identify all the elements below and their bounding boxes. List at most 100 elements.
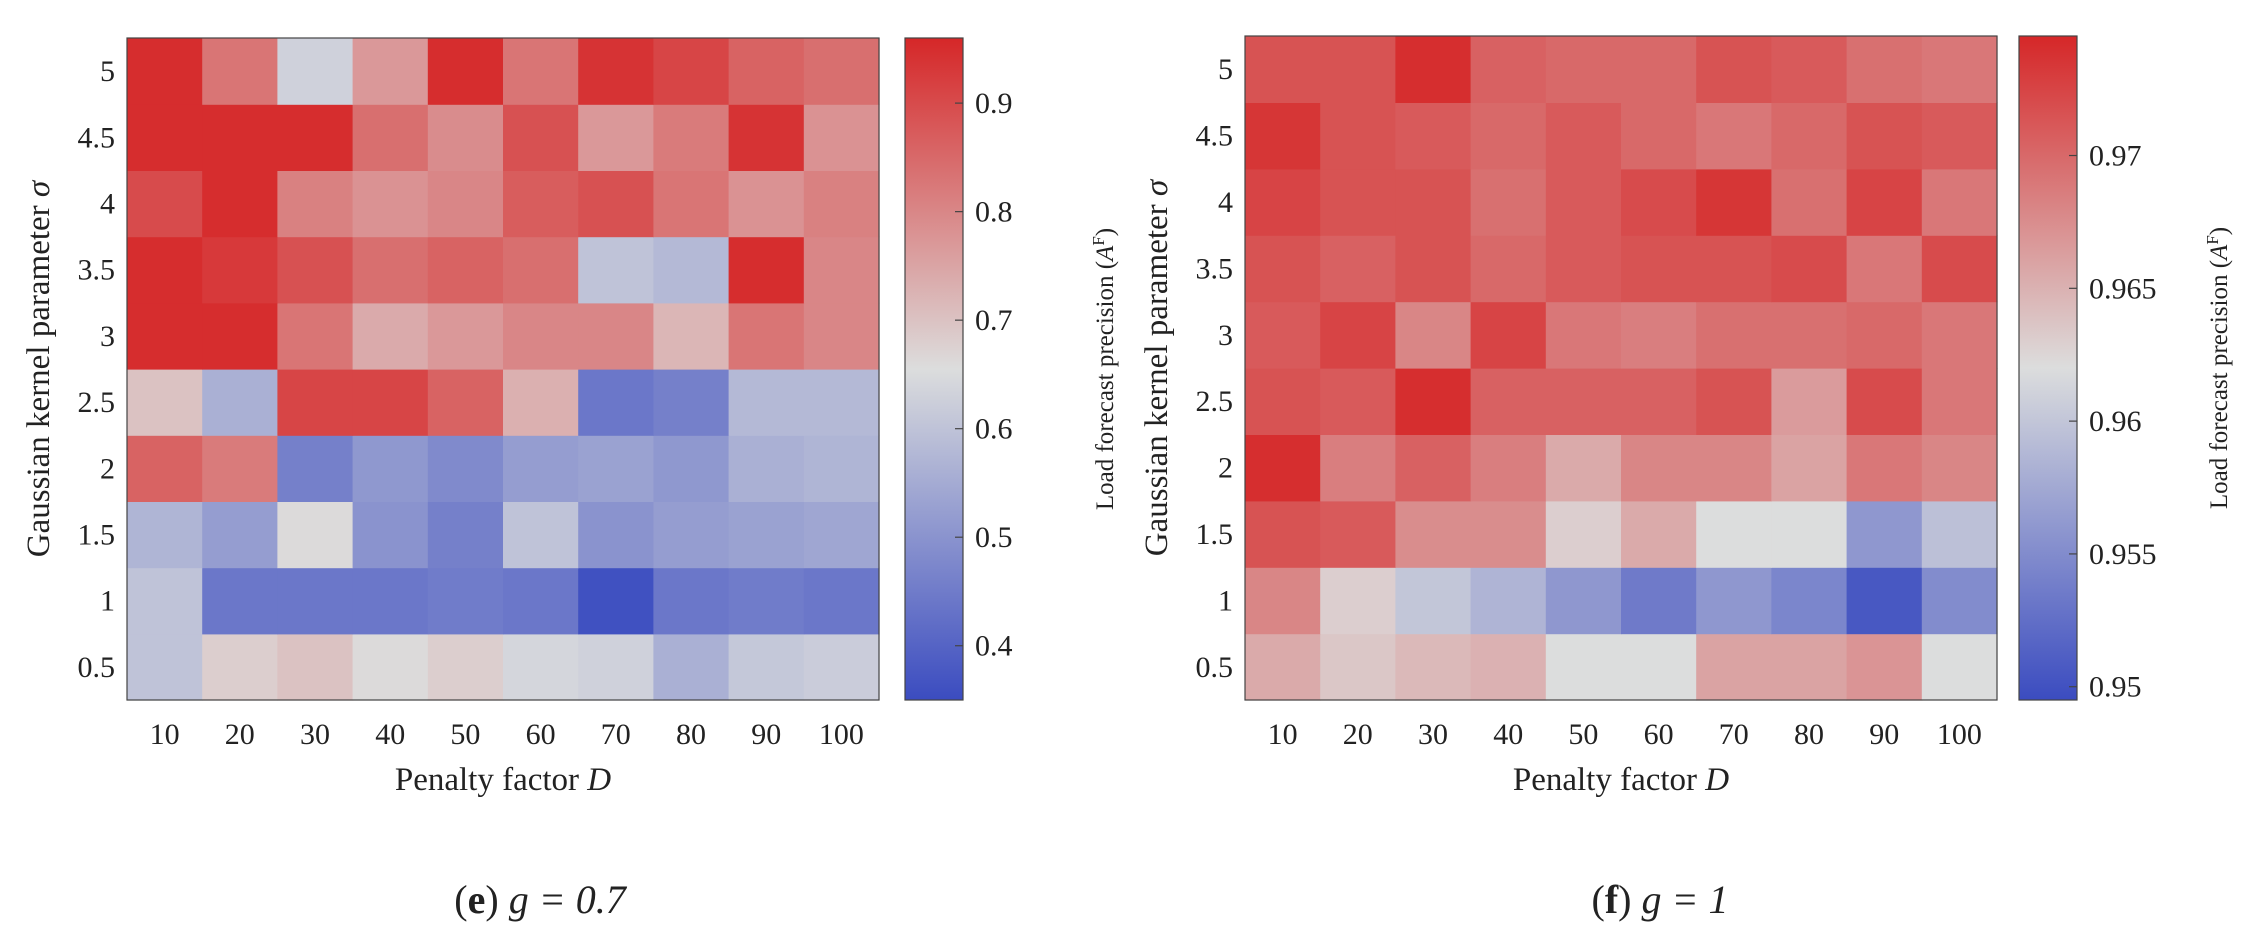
x-tick-label: 90 [751,718,781,751]
heatmap-cell [427,302,504,370]
heatmap-cell [1245,102,1321,170]
heatmap-cell [1470,633,1547,701]
heatmap-cell [1696,368,1772,435]
heatmap-cell [653,435,730,502]
heatmap-cell [1545,235,1622,303]
heatmap-cell [1395,368,1472,435]
colorbar-tick-label: 0.96 [2089,405,2142,438]
heatmap-cell [1846,434,1923,502]
heatmap-cell [728,236,805,304]
heatmap-cell [728,567,805,635]
heatmap-cell [1696,500,1772,568]
heatmap-cell [277,236,354,304]
x-tick-label: 80 [1794,718,1824,751]
heatmap-cell [202,38,278,105]
y-tick-label: 0.5 [1196,651,1234,684]
heatmap-panel-f: 10 20 30 40 50 60 70 80 90 100 0.5 1 1.5 2 2.5 3 3.5 4 4.5… [1139,35,2233,922]
heatmap-cell [1245,434,1321,502]
heatmap-cell [803,302,880,370]
heatmap-cell [277,302,354,370]
heatmap-cell [728,170,805,238]
x-tick-label: 60 [526,718,556,751]
heatmap-cell [503,170,579,238]
y-tick-label: 4.5 [1196,120,1234,153]
heatmap-cell [127,38,203,105]
x-tick-label: 10 [1268,718,1298,751]
heatmap-cell [1545,500,1622,568]
heatmap-cell [503,104,579,171]
colorbar-tick-label: 0.965 [2089,272,2157,305]
heatmap-cell [1921,500,1998,568]
heatmap-cell [1771,168,1848,236]
heatmap-cell [503,501,579,569]
heatmap-cell [202,435,278,502]
heatmap-cell [1846,633,1923,701]
heatmap-cell [1320,235,1396,303]
y-tick-label: 3.5 [1196,252,1234,285]
heatmap-cell [277,170,354,238]
heatmap-cell [1470,168,1547,236]
heatmap-cell [653,369,730,436]
heatmap-cell [578,104,654,171]
heatmap-cell [803,236,880,304]
heatmap-cell [578,567,654,635]
heatmap-cell [1545,633,1622,701]
heatmap-cell [352,236,429,304]
x-tick-label: 50 [1568,718,1598,751]
heatmap-cell [1621,368,1697,435]
colorbar-tick-label: 0.7 [975,304,1013,337]
x-tick-label: 20 [225,718,255,751]
heatmap-cell [127,435,203,502]
heatmap-cell [1771,500,1848,568]
heatmap-cell [1846,500,1923,568]
heatmap-cell [127,236,203,304]
heatmap-cell [1696,567,1772,635]
heatmap-cell [578,236,654,304]
x-tick-label: 50 [450,718,480,751]
heatmap-cell [1771,36,1848,103]
heatmap-cell [1245,368,1321,435]
heatmap-cell [653,236,730,304]
heatmap-cell [578,435,654,502]
heatmap-cell [1245,567,1321,635]
heatmap-cell [352,435,429,502]
x-axis-label: Penalty factor D [1513,762,1729,798]
heatmap-cell [1846,36,1923,103]
heatmap-cell [503,633,579,701]
heatmap-cell [1470,235,1547,303]
colorbar-tick-label: 0.8 [975,196,1013,229]
heatmap-cell [427,236,504,304]
heatmap-cell [127,501,203,569]
x-tick-label: 70 [1719,718,1749,751]
heatmap-cell [803,501,880,569]
heatmap-cell [1921,36,1998,103]
panel-caption: (e) g = 0.7 [454,877,627,922]
y-tick-label: 2.5 [78,386,116,419]
heatmap-cell [1320,567,1396,635]
heatmap-cell [277,633,354,701]
heatmap-cell [1470,102,1547,170]
heatmap-cell [1621,301,1697,369]
heatmap-cell [1320,633,1396,701]
heatmap-cell [1470,500,1547,568]
heatmap-cell [127,170,203,238]
heatmap-cell [352,170,429,238]
y-tick-label: 5 [1218,53,1233,86]
heatmap-cell [352,633,429,701]
x-tick-label: 70 [601,718,631,751]
heatmap-cell [653,567,730,635]
heatmap-cell [503,236,579,304]
heatmap-cells [127,38,880,701]
heatmap-cell [352,501,429,569]
heatmap-cell [352,104,429,171]
heatmap-cell [1245,168,1321,236]
heatmap-cell [1846,235,1923,303]
heatmap-cell [1245,301,1321,369]
y-tick-label: 3 [1218,319,1233,352]
plot-frame [1244,35,1998,701]
heatmap-cell [1395,36,1472,103]
heatmap-panel-e: 10 20 30 40 50 60 70 80 90 100 0.5 1 1.5 2 2.5 3 3.5 4 4.5… [21,37,1119,922]
heatmap-cell [127,302,203,370]
heatmap-cell [1621,102,1697,170]
